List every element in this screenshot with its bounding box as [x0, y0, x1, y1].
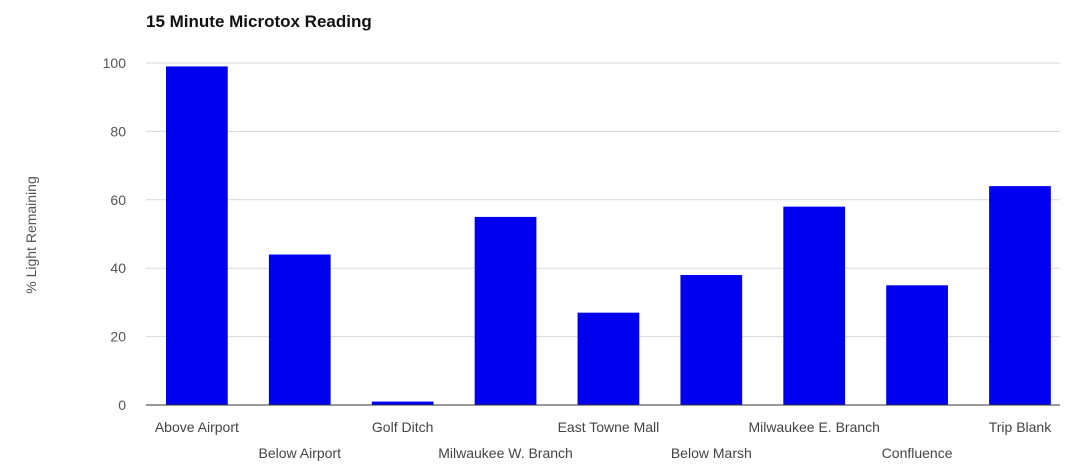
x-tick-label: Milwaukee W. Branch [438, 445, 573, 461]
bars [166, 66, 1051, 406]
bar [474, 216, 537, 405]
x-tick-label: Below Airport [259, 445, 342, 461]
y-tick-label: 80 [110, 123, 126, 139]
x-tick-label: Below Marsh [671, 445, 752, 461]
y-axis-ticks: 0 20 40 60 80 100 [103, 55, 127, 413]
bar [268, 254, 331, 405]
y-tick-label: 60 [110, 192, 126, 208]
bar [783, 206, 846, 405]
x-axis-labels: Above Airport Below Airport Golf Ditch Milw… [155, 419, 1052, 461]
y-tick-label: 20 [110, 329, 126, 345]
bar [166, 66, 228, 406]
y-tick-label: 0 [118, 397, 126, 413]
y-tick-label: 40 [110, 260, 126, 276]
x-tick-label: Trip Blank [989, 419, 1053, 435]
x-tick-label: Confluence [882, 445, 953, 461]
y-axis-label: % Light Remaining [23, 176, 39, 294]
chart-title: 15 Minute Microtox Reading [146, 12, 372, 31]
y-tick-label: 100 [103, 55, 127, 71]
x-tick-label: Milwaukee E. Branch [748, 419, 880, 435]
x-tick-label: Golf Ditch [372, 419, 433, 435]
x-tick-label: East Towne Mall [558, 419, 660, 435]
x-tick-label: Above Airport [155, 419, 239, 435]
bar [989, 186, 1051, 405]
bar [886, 285, 948, 405]
bar [371, 401, 434, 405]
bar [577, 312, 640, 405]
bar [680, 275, 743, 405]
